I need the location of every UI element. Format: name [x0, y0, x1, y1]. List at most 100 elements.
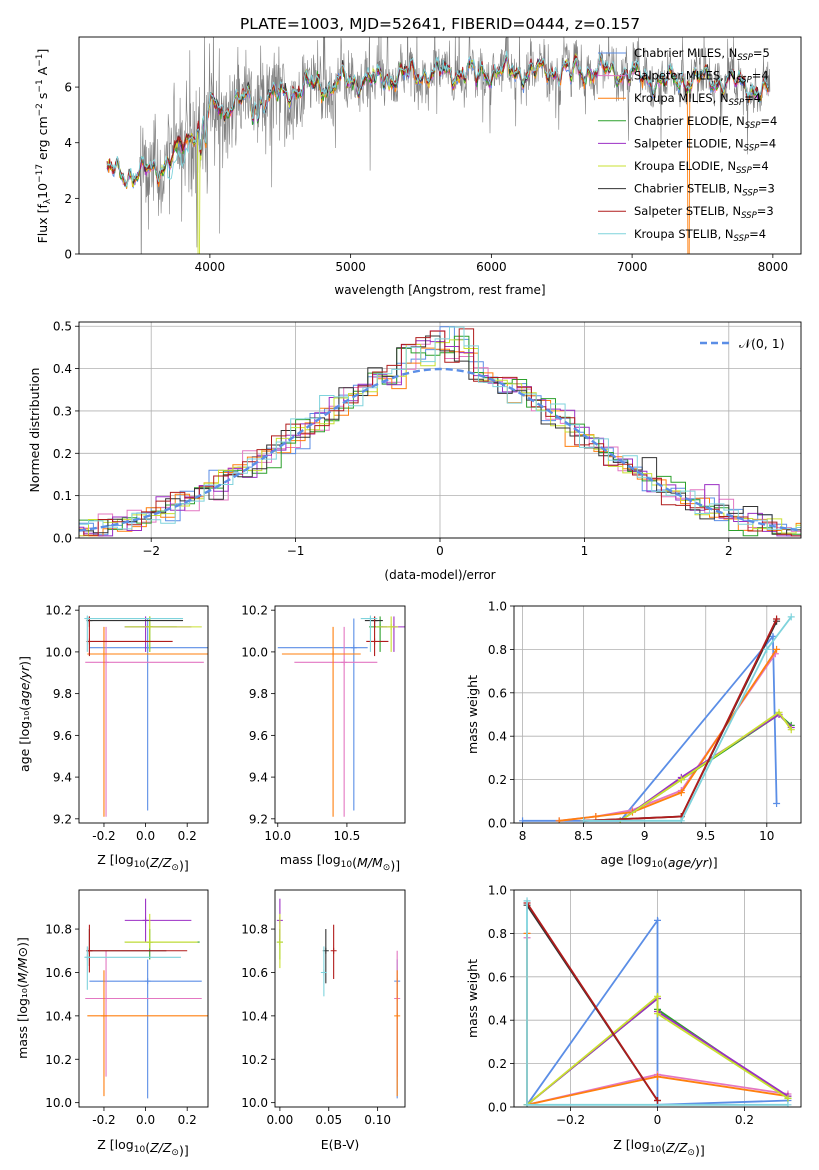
y-tick-label: 0.4 [53, 362, 72, 376]
x-tick-label: 0.0 [136, 829, 155, 843]
y-tick-label: 0.4 [488, 730, 507, 744]
y-tick-label: 0.0 [488, 817, 507, 831]
y-axis-label: mass weight [465, 959, 480, 1038]
y-tick-label: 0.6 [488, 970, 507, 984]
y-tick-label: 0.2 [488, 1057, 507, 1071]
y-tick-label: 4 [64, 136, 72, 150]
series-point [580, 817, 588, 823]
y-tick-label: 9.4 [53, 771, 72, 785]
x-tick-label: 10.0 [264, 829, 291, 843]
axes-frame [274, 889, 406, 1108]
axes-frame [78, 605, 209, 824]
legend-label: Chabrier ELODIE, NSSP=4 [634, 114, 777, 131]
y-tick-label: 0.2 [53, 447, 72, 461]
legend-label: Salpeter STELIB, NSSP=3 [634, 204, 774, 221]
data-point [341, 659, 348, 666]
y-tick-label: 9.8 [249, 687, 268, 701]
x-tick-label: 2 [725, 544, 733, 558]
spectrum-panel: 4000 5000 6000 7000 8000 0 2 4 6 Chabrier MILES, … [35, 36, 802, 297]
axes-frame [513, 889, 802, 1108]
residual-histogram-panel: −2 −1 0 1 2 0.0 0.1 0.2 0.3 0.4 0.5 𝒩(0, 1) (data-mo… [27, 320, 802, 582]
data-point [367, 615, 374, 622]
y-axis-label: mass weight [465, 675, 480, 754]
y-tick-label: 10.8 [45, 923, 72, 937]
x-tick-label: 8 [519, 829, 527, 843]
series-point [787, 726, 795, 734]
y-tick-label: 0.8 [488, 927, 507, 941]
x-tick-label: 0.2 [178, 1113, 197, 1127]
series-point [519, 817, 527, 823]
x-tick-label: -0.2 [92, 829, 115, 843]
data-point [146, 623, 153, 630]
data-point [371, 638, 378, 645]
x-tick-label: 8.5 [574, 829, 593, 843]
y-axis-label: mass [log₁₀(M/M⊙)] [15, 937, 30, 1059]
x-tick-label: 0.2 [178, 829, 197, 843]
x-tick-label: 10.5 [334, 829, 361, 843]
series-point [773, 645, 781, 653]
data-point [100, 1012, 107, 1019]
normal-curve [79, 367, 801, 532]
series-point [769, 632, 777, 640]
axes-frame [78, 889, 209, 1108]
series-point [784, 1101, 792, 1107]
y-tick-label: 10.0 [45, 1096, 72, 1110]
y-tick-label: 9.2 [53, 812, 72, 826]
y-tick-label: 10.0 [45, 645, 72, 659]
x-axis-label: wavelength [Angstrom, rest frame] [334, 283, 545, 297]
series-kroupa-elodie [526, 994, 789, 1106]
data-point [276, 939, 283, 946]
x-tick-label: 5000 [335, 260, 366, 274]
y-tick-label: 9.6 [249, 729, 268, 743]
y-tick-label: 0.4 [488, 1014, 507, 1028]
y-tick-label: 9.2 [249, 812, 268, 826]
x-axis-label: age [log10(age/yr)] [600, 852, 717, 870]
x-tick-label: −2 [142, 544, 160, 558]
series-point [654, 916, 661, 924]
x-tick-label: 0.10 [364, 1113, 391, 1127]
y-tick-label: 10.2 [241, 604, 268, 618]
x-tick-label: −1 [287, 544, 305, 558]
series-point [763, 645, 771, 653]
x-tick-label: 7000 [617, 260, 648, 274]
legend-label: Chabrier STELIB, NSSP=3 [634, 182, 775, 199]
y-tick-label: 2 [64, 192, 72, 206]
series-point [654, 1010, 661, 1018]
legend-label: 𝒩(0, 1) [739, 336, 785, 351]
axes-frame [274, 605, 406, 824]
x-axis-label: Z [log10(Z/Z⊙)] [97, 1137, 188, 1158]
legend-label: Chabrier MILES, NSSP=5 [634, 46, 770, 63]
mass-vs-ebv-panel: 0.00 0.05 0.10 10.0 10.2 10.4 10.6 10.8 E(B-V) [241, 889, 406, 1152]
x-tick-label: 9 [641, 829, 649, 843]
mass-weight-vs-metallicity-panel: −0.2 0 0.2 0.0 0.2 0.4 0.6 0.8 1.0 mass weight Z [… [465, 884, 802, 1158]
y-tick-label: 10.4 [45, 1009, 72, 1023]
y-tick-label: 10.8 [241, 923, 268, 937]
y-axis-label: Normed distribution [27, 368, 42, 493]
x-axis-label: Z [log10(Z/Z⊙)] [97, 852, 188, 873]
y-tick-label: 0.0 [53, 532, 72, 546]
y-tick-label: 10.4 [241, 1009, 268, 1023]
x-tick-label: 0.00 [267, 1113, 294, 1127]
y-tick-label: 0.2 [488, 773, 507, 787]
mass-weight-vs-age-panel: 8 8.5 9 9.5 10 0.0 0.2 0.4 0.6 0.8 1.0 mass weight a… [465, 600, 802, 870]
x-tick-label: -0.2 [92, 1113, 115, 1127]
y-tick-label: 10.0 [241, 1096, 268, 1110]
histogram-kroupa-stelib [79, 326, 801, 530]
y-tick-label: 0 [64, 248, 72, 262]
y-tick-label: 0.1 [53, 489, 72, 503]
age-vs-metallicity-panel: -0.2 0.0 0.2 9.2 9.4 9.6 9.8 10.0 10.2 Z [log10(Z… [17, 604, 209, 873]
y-tick-label: 10.2 [45, 604, 72, 618]
y-tick-label: 0.6 [488, 686, 507, 700]
series-point [654, 992, 661, 1000]
x-tick-label: 0 [654, 1113, 662, 1127]
x-tick-label: 4000 [195, 260, 226, 274]
data-point [320, 969, 327, 976]
data-point [142, 917, 149, 924]
x-axis-label: (data-model)/error [384, 568, 495, 582]
y-axis-label: Flux [fλ10−17 erg cm−2 s−1 A−1] [35, 49, 53, 244]
data-point [144, 978, 151, 985]
y-tick-label: 9.4 [249, 771, 268, 785]
series-point [775, 708, 783, 716]
data-point [84, 954, 91, 961]
